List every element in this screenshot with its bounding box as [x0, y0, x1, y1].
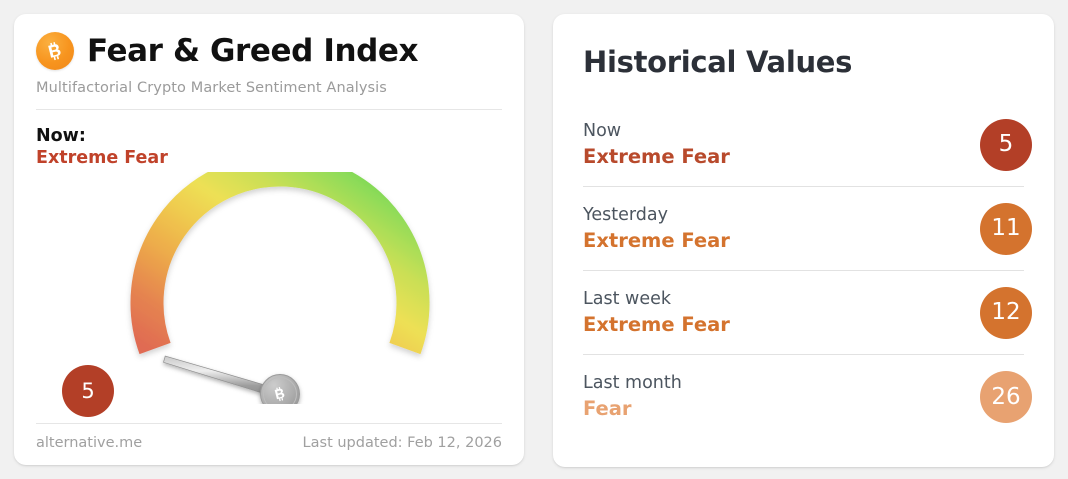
gauge-svg [130, 171, 430, 404]
footer-divider [36, 423, 502, 424]
now-value: Extreme Fear [36, 148, 168, 169]
gauge-card: Fear & Greed Index Multifactorial Crypto… [14, 14, 524, 465]
bitcoin-icon [36, 32, 74, 70]
bitcoin-icon [274, 386, 285, 401]
history-row-last-week: Last week Extreme Fear 12 [583, 271, 1032, 355]
now-block: Now: Extreme Fear [14, 110, 524, 170]
source-label: alternative.me [36, 435, 143, 451]
historical-values-list: Now Extreme Fear 5 Yesterday Extreme Fea… [553, 103, 1054, 439]
history-sentiment-label: Fear [583, 397, 632, 421]
historical-values-heading: Historical Values [583, 45, 853, 79]
history-period: Last week [583, 288, 671, 309]
header-divider [36, 109, 502, 110]
gauge-card-header: Fear & Greed Index Multifactorial Crypto… [14, 14, 524, 110]
history-value-badge: 5 [980, 118, 1032, 171]
history-value-badge: 26 [980, 371, 1032, 423]
gauge-card-footer: alternative.me Last updated: Feb 12, 202… [36, 410, 502, 451]
page-subtitle: Multifactorial Crypto Market Sentiment A… [36, 80, 387, 96]
history-period: Last month [583, 373, 682, 394]
title-row: Fear & Greed Index [36, 32, 502, 70]
gauge-arc-sheen [130, 171, 430, 354]
gauge-arc [130, 171, 430, 354]
history-row-now: Now Extreme Fear 5 [583, 103, 1032, 187]
history-sentiment-label: Extreme Fear [583, 144, 730, 168]
history-row-yesterday: Yesterday Extreme Fear 11 [583, 187, 1032, 271]
page-title: Fear & Greed Index [87, 32, 419, 69]
history-sentiment-label: Extreme Fear [583, 228, 730, 252]
now-label: Now: [36, 126, 86, 146]
history-value-badge: 12 [980, 286, 1032, 339]
gauge-needle-hub [260, 373, 300, 404]
history-period: Now [583, 120, 622, 141]
gauge-visual [14, 171, 524, 404]
history-row-last-month: Last month Fear 26 [583, 355, 1032, 439]
last-updated-label: Last updated: Feb 12, 2026 [302, 435, 502, 451]
history-sentiment-label: Extreme Fear [583, 312, 730, 336]
historical-values-card: Historical Values Now Extreme Fear 5 Yes… [553, 14, 1054, 467]
gauge-value-badge: 5 [62, 365, 114, 417]
history-period: Yesterday [583, 204, 668, 225]
history-value-badge: 11 [980, 202, 1032, 255]
